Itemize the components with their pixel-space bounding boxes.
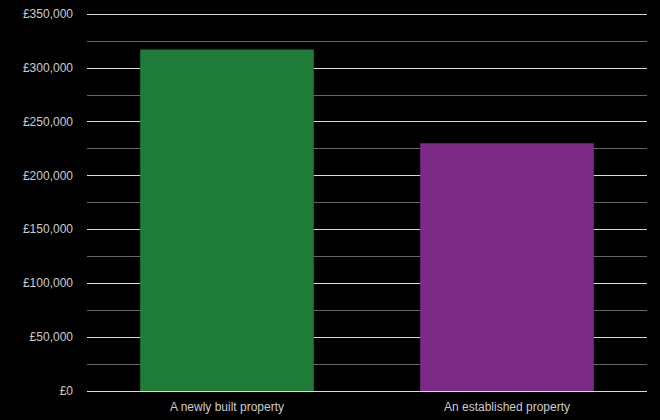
svg-text:£50,000: £50,000: [30, 330, 74, 344]
svg-text:An established property: An established property: [444, 400, 570, 414]
svg-text:£100,000: £100,000: [23, 276, 73, 290]
svg-text:£150,000: £150,000: [23, 222, 73, 236]
svg-text:A newly built property: A newly built property: [170, 400, 284, 414]
svg-text:£250,000: £250,000: [23, 115, 73, 129]
svg-text:£0: £0: [60, 384, 74, 398]
svg-text:£200,000: £200,000: [23, 169, 73, 183]
svg-text:£350,000: £350,000: [23, 7, 73, 21]
svg-text:£300,000: £300,000: [23, 61, 73, 75]
